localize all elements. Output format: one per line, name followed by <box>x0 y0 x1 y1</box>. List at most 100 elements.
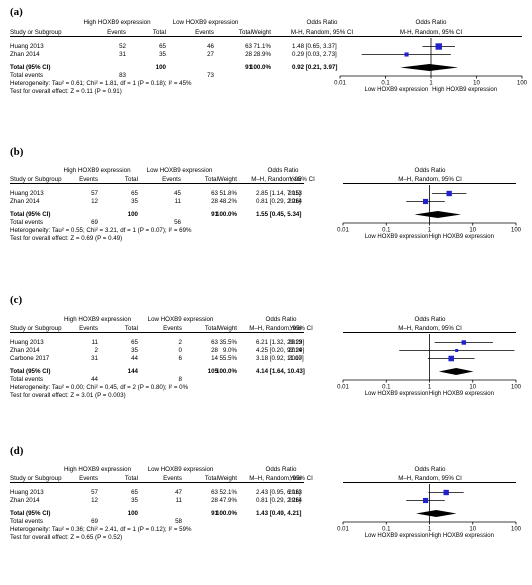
study-point-estimate <box>455 349 459 352</box>
col-header-total-high: Total <box>124 475 138 482</box>
total-n-low: 105 <box>207 368 218 375</box>
x-axis-right-label: High HOXB9 expression <box>429 533 494 539</box>
col-header-events-high: Events <box>107 29 126 36</box>
forest-plot-area: 0.01 0.1 1 10 100 Low HOXB9 expression High HO… <box>337 334 522 397</box>
study-total-high: 65 <box>131 190 138 197</box>
total-weight: 100.0% <box>216 510 237 517</box>
x-axis-tick-label: 0.01 <box>337 385 349 391</box>
plot-header-rule <box>343 183 516 184</box>
study-events-low: 11 <box>174 198 181 205</box>
forest-plot-area: 0.01 0.1 1 10 100 Low HOXB9 expression High HO… <box>334 38 528 93</box>
x-axis-tick-label: 0.1 <box>382 527 391 533</box>
study-events-low: 46 <box>207 43 214 50</box>
total-ci: 4.14 [1.64, 10.43] <box>256 368 305 375</box>
total-events-low: 8 <box>178 376 182 383</box>
x-axis-tick-label: 1 <box>428 228 432 234</box>
study-events-low: 0 <box>178 347 182 354</box>
col-header-total-high: Total <box>152 29 166 36</box>
group-header-high: High HOXB9 expression <box>63 167 131 174</box>
total-n-high: 144 <box>127 368 138 375</box>
plot-title: Odds Ratio <box>414 167 446 174</box>
x-axis-tick-label: 1 <box>428 527 432 533</box>
x-axis-right-label: High HOXB9 expression <box>429 234 494 240</box>
study-total-high: 35 <box>131 198 138 205</box>
x-axis-tick-label: 0.01 <box>334 81 346 87</box>
total-n-high: 100 <box>127 211 138 218</box>
col-header-total-low: Total <box>204 176 218 183</box>
study-events-high: 12 <box>91 497 98 504</box>
study-point-estimate <box>422 497 429 504</box>
x-axis-left-label: Low HOXB9 expression <box>365 87 429 93</box>
total-events-high: 69 <box>91 518 98 525</box>
study-ci: 3.18 [0.92, 11.00] <box>256 355 304 362</box>
forest-panel: (b) High HOXB9 expression Low HOXB9 expres… <box>0 146 532 286</box>
study-name: Huang 2013 <box>10 339 44 346</box>
x-axis-left-label: Low HOXB9 expression <box>365 391 429 397</box>
overall-effect-test: Test for overall effect: Z = 0.65 (P = 0… <box>10 534 123 541</box>
col-header-events-high: Events <box>79 475 98 482</box>
x-axis-tick-label: 0.1 <box>382 228 391 234</box>
col-header-events-high: Events <box>79 325 98 332</box>
study-ci: 2.85 [1.14, 7.15] <box>256 190 301 197</box>
study-total-low: 63 <box>211 190 218 197</box>
study-ci: 6.21 [1.32, 29.29] <box>256 339 305 346</box>
odds-ratio-group-header: Odds Ratio <box>306 19 338 26</box>
group-header-low: Low HOXB9 expression <box>147 316 214 323</box>
col-header-events-high: Events <box>79 176 98 183</box>
study-events-low: 27 <box>207 51 214 58</box>
study-point-estimate <box>446 190 452 197</box>
total-events-low: 73 <box>207 72 214 79</box>
study-weight: 28.9% <box>253 51 271 58</box>
plot-method-header: M–H, Random, 95% CI <box>398 325 462 332</box>
study-name: Zhan 2014 <box>10 347 40 354</box>
col-header-year: Year <box>289 325 302 332</box>
total-events-high: 69 <box>91 219 98 226</box>
x-axis-tick-label: 10 <box>469 228 476 234</box>
x-axis-tick-label: 0.1 <box>381 81 390 87</box>
study-total-high: 44 <box>131 355 138 362</box>
study-weight: 35.5% <box>219 339 237 346</box>
study-total-low: 14 <box>211 355 218 362</box>
total-n-low: 91 <box>211 211 218 218</box>
x-axis-tick-label: 100 <box>511 385 522 391</box>
col-header-events-low: Events <box>195 29 214 36</box>
total-n-high: 100 <box>155 64 166 71</box>
study-events-low: 2 <box>178 339 182 346</box>
study-point-estimate <box>422 198 429 205</box>
overall-effect-test: Test for overall effect: Z = 3.01 (P = 0… <box>10 392 126 399</box>
study-name: Huang 2013 <box>10 190 44 197</box>
group-header-low: Low HOXB9 expression <box>172 19 239 26</box>
total-events-low: 56 <box>174 219 181 226</box>
study-total-high: 35 <box>131 347 138 354</box>
study-events-high: 12 <box>91 198 98 205</box>
x-axis-tick-label: 0.01 <box>337 527 349 533</box>
summary-diamond <box>438 368 474 375</box>
study-name: Carbone 2017 <box>10 355 50 362</box>
panel-label: (b) <box>10 146 24 158</box>
total-events-high: 83 <box>119 72 126 79</box>
plot-title: Odds Ratio <box>415 19 447 26</box>
study-year: 2013 <box>288 489 302 496</box>
col-header-weight: Weight <box>217 176 237 183</box>
study-weight: 71.1% <box>253 43 271 50</box>
study-total-low: 63 <box>211 339 218 346</box>
summary-diamond <box>414 211 461 218</box>
group-header-low: Low HOXB9 expression <box>146 167 213 174</box>
study-total-low: 63 <box>211 489 218 496</box>
col-header-study: Study or Subgroup <box>10 475 62 482</box>
total-label: Total (95% CI) <box>10 510 51 517</box>
study-total-low: 63 <box>245 43 252 50</box>
study-events-high: 52 <box>119 43 126 50</box>
total-events-label: Total events <box>10 219 44 226</box>
total-n-low: 91 <box>211 510 218 517</box>
total-weight: 100.0% <box>216 368 237 375</box>
forest-panel: (a) High HOXB9 expression Low HOXB9 expres… <box>0 6 532 146</box>
study-weight: 51.8% <box>219 190 237 197</box>
study-events-low: 47 <box>175 489 182 496</box>
col-header-study: Study or Subgroup <box>10 29 62 36</box>
total-weight: 100.0% <box>250 64 271 71</box>
plot-header-rule <box>343 482 516 483</box>
study-name: Huang 2013 <box>10 43 44 50</box>
table-header-rule <box>10 183 304 184</box>
x-axis-tick-label: 0.1 <box>382 385 391 391</box>
